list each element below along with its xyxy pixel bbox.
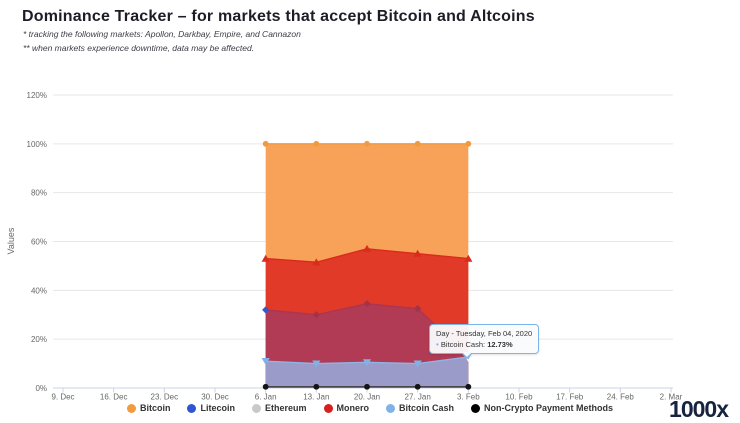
legend-dot bbox=[126, 403, 136, 413]
legend-label: Bitcoin Cash bbox=[399, 403, 455, 413]
legend-item-ethereum[interactable]: Ethereum bbox=[251, 403, 307, 413]
legend-item-monero[interactable]: Monero bbox=[323, 403, 370, 413]
page-title: Dominance Tracker – for markets that acc… bbox=[22, 8, 535, 25]
legend-item-non-crypto-payment-methods[interactable]: Non-Crypto Payment Methods bbox=[471, 403, 613, 413]
legend-dot bbox=[471, 403, 481, 413]
marker-bitcoin bbox=[465, 140, 472, 147]
marker-litecoin bbox=[312, 311, 320, 319]
marker-bitcoin bbox=[262, 140, 269, 147]
marker-monero bbox=[362, 244, 372, 252]
y-tick-label: 40% bbox=[31, 286, 47, 295]
markets-note: * tracking the following markets: Apollo… bbox=[23, 29, 301, 39]
tooltip-date: Day - Tuesday, Feb 04, 2020 bbox=[436, 329, 533, 338]
legend-label: Litecoin bbox=[200, 403, 235, 413]
marker-bitcoin-cash bbox=[362, 359, 372, 367]
y-tick-label: 80% bbox=[31, 189, 47, 198]
x-tick-label: 6. Jan bbox=[255, 393, 277, 402]
marker-litecoin bbox=[414, 305, 422, 313]
x-tick-label: 27. Jan bbox=[405, 393, 431, 402]
marker-non-crypto-payment-methods bbox=[364, 383, 370, 390]
tooltip-series-row: • Bitcoin Cash: 12.73% bbox=[436, 339, 532, 350]
marker-bitcoin bbox=[313, 140, 320, 147]
legend-dot bbox=[386, 403, 395, 413]
marker-litecoin bbox=[262, 306, 270, 314]
legend-item-litecoin[interactable]: Litecoin bbox=[187, 403, 235, 413]
marker-bitcoin bbox=[364, 140, 370, 147]
marker-monero bbox=[312, 258, 321, 266]
tooltip-series-value: 12.73% bbox=[487, 340, 513, 349]
y-tick-label: 20% bbox=[31, 335, 47, 344]
x-tick-label: 3. Feb bbox=[457, 393, 480, 402]
x-tick-label: 30. Dec bbox=[201, 393, 229, 402]
marker-bitcoin bbox=[414, 140, 421, 147]
x-tick-label: 10. Feb bbox=[505, 393, 533, 402]
x-tick-label: 24. Feb bbox=[607, 393, 635, 402]
x-tick-label: 16. Dec bbox=[100, 393, 128, 402]
tooltip-arrow bbox=[461, 352, 473, 359]
legend-label: Ethereum bbox=[264, 403, 307, 413]
x-tick-label: 9. Dec bbox=[51, 393, 74, 402]
y-tick-label: 0% bbox=[35, 384, 47, 393]
y-tick-label: 60% bbox=[31, 237, 47, 246]
legend-label: Bitcoin bbox=[139, 403, 171, 413]
chart-tooltip: Day - Tuesday, Feb 04, 2020 • Bitcoin Ca… bbox=[429, 324, 540, 359]
legend-item-bitcoin[interactable]: Bitcoin bbox=[126, 403, 171, 413]
tooltip-series-label: Bitcoin Cash: bbox=[440, 340, 486, 349]
downtime-note: ** when markets experience downtime, dat… bbox=[23, 43, 255, 53]
legend-label: Monero bbox=[336, 403, 370, 413]
x-tick-label: 20. Jan bbox=[354, 393, 380, 402]
chart-legend: Bitcoin Litecoin Ethereum Monero Bitcoin Cas… bbox=[0, 403, 740, 413]
tooltip-series-bullet: • bbox=[436, 340, 439, 349]
marker-non-crypto-payment-methods bbox=[262, 383, 269, 390]
marker-monero bbox=[464, 254, 473, 262]
marker-bitcoin-cash bbox=[312, 360, 321, 368]
marker-non-crypto-payment-methods bbox=[465, 383, 472, 390]
marker-monero bbox=[413, 249, 422, 257]
marker-non-crypto-payment-methods bbox=[414, 383, 421, 390]
brand-logo-1000x: 1000x bbox=[669, 396, 729, 422]
y-tick-label: 120% bbox=[27, 91, 47, 100]
x-tick-label: 13. Jan bbox=[303, 393, 329, 402]
legend-dot bbox=[251, 403, 261, 413]
marker-litecoin bbox=[363, 300, 371, 308]
x-tick-label: 23. Dec bbox=[151, 393, 179, 402]
marker-bitcoin-cash bbox=[413, 360, 422, 368]
x-tick-label: 17. Feb bbox=[556, 393, 584, 402]
legend-item-bitcoin-cash[interactable]: Bitcoin Cash bbox=[386, 403, 454, 413]
legend-label: Non-Crypto Payment Methods bbox=[484, 403, 614, 413]
marker-non-crypto-payment-methods bbox=[313, 383, 320, 390]
y-axis-title: Values bbox=[6, 227, 16, 254]
x-tick-label: 2. Mar bbox=[660, 393, 683, 402]
legend-dot bbox=[187, 403, 197, 413]
marker-monero bbox=[261, 254, 270, 262]
legend-dot bbox=[323, 403, 333, 413]
marker-bitcoin-cash bbox=[261, 358, 270, 366]
y-tick-label: 100% bbox=[27, 140, 47, 149]
